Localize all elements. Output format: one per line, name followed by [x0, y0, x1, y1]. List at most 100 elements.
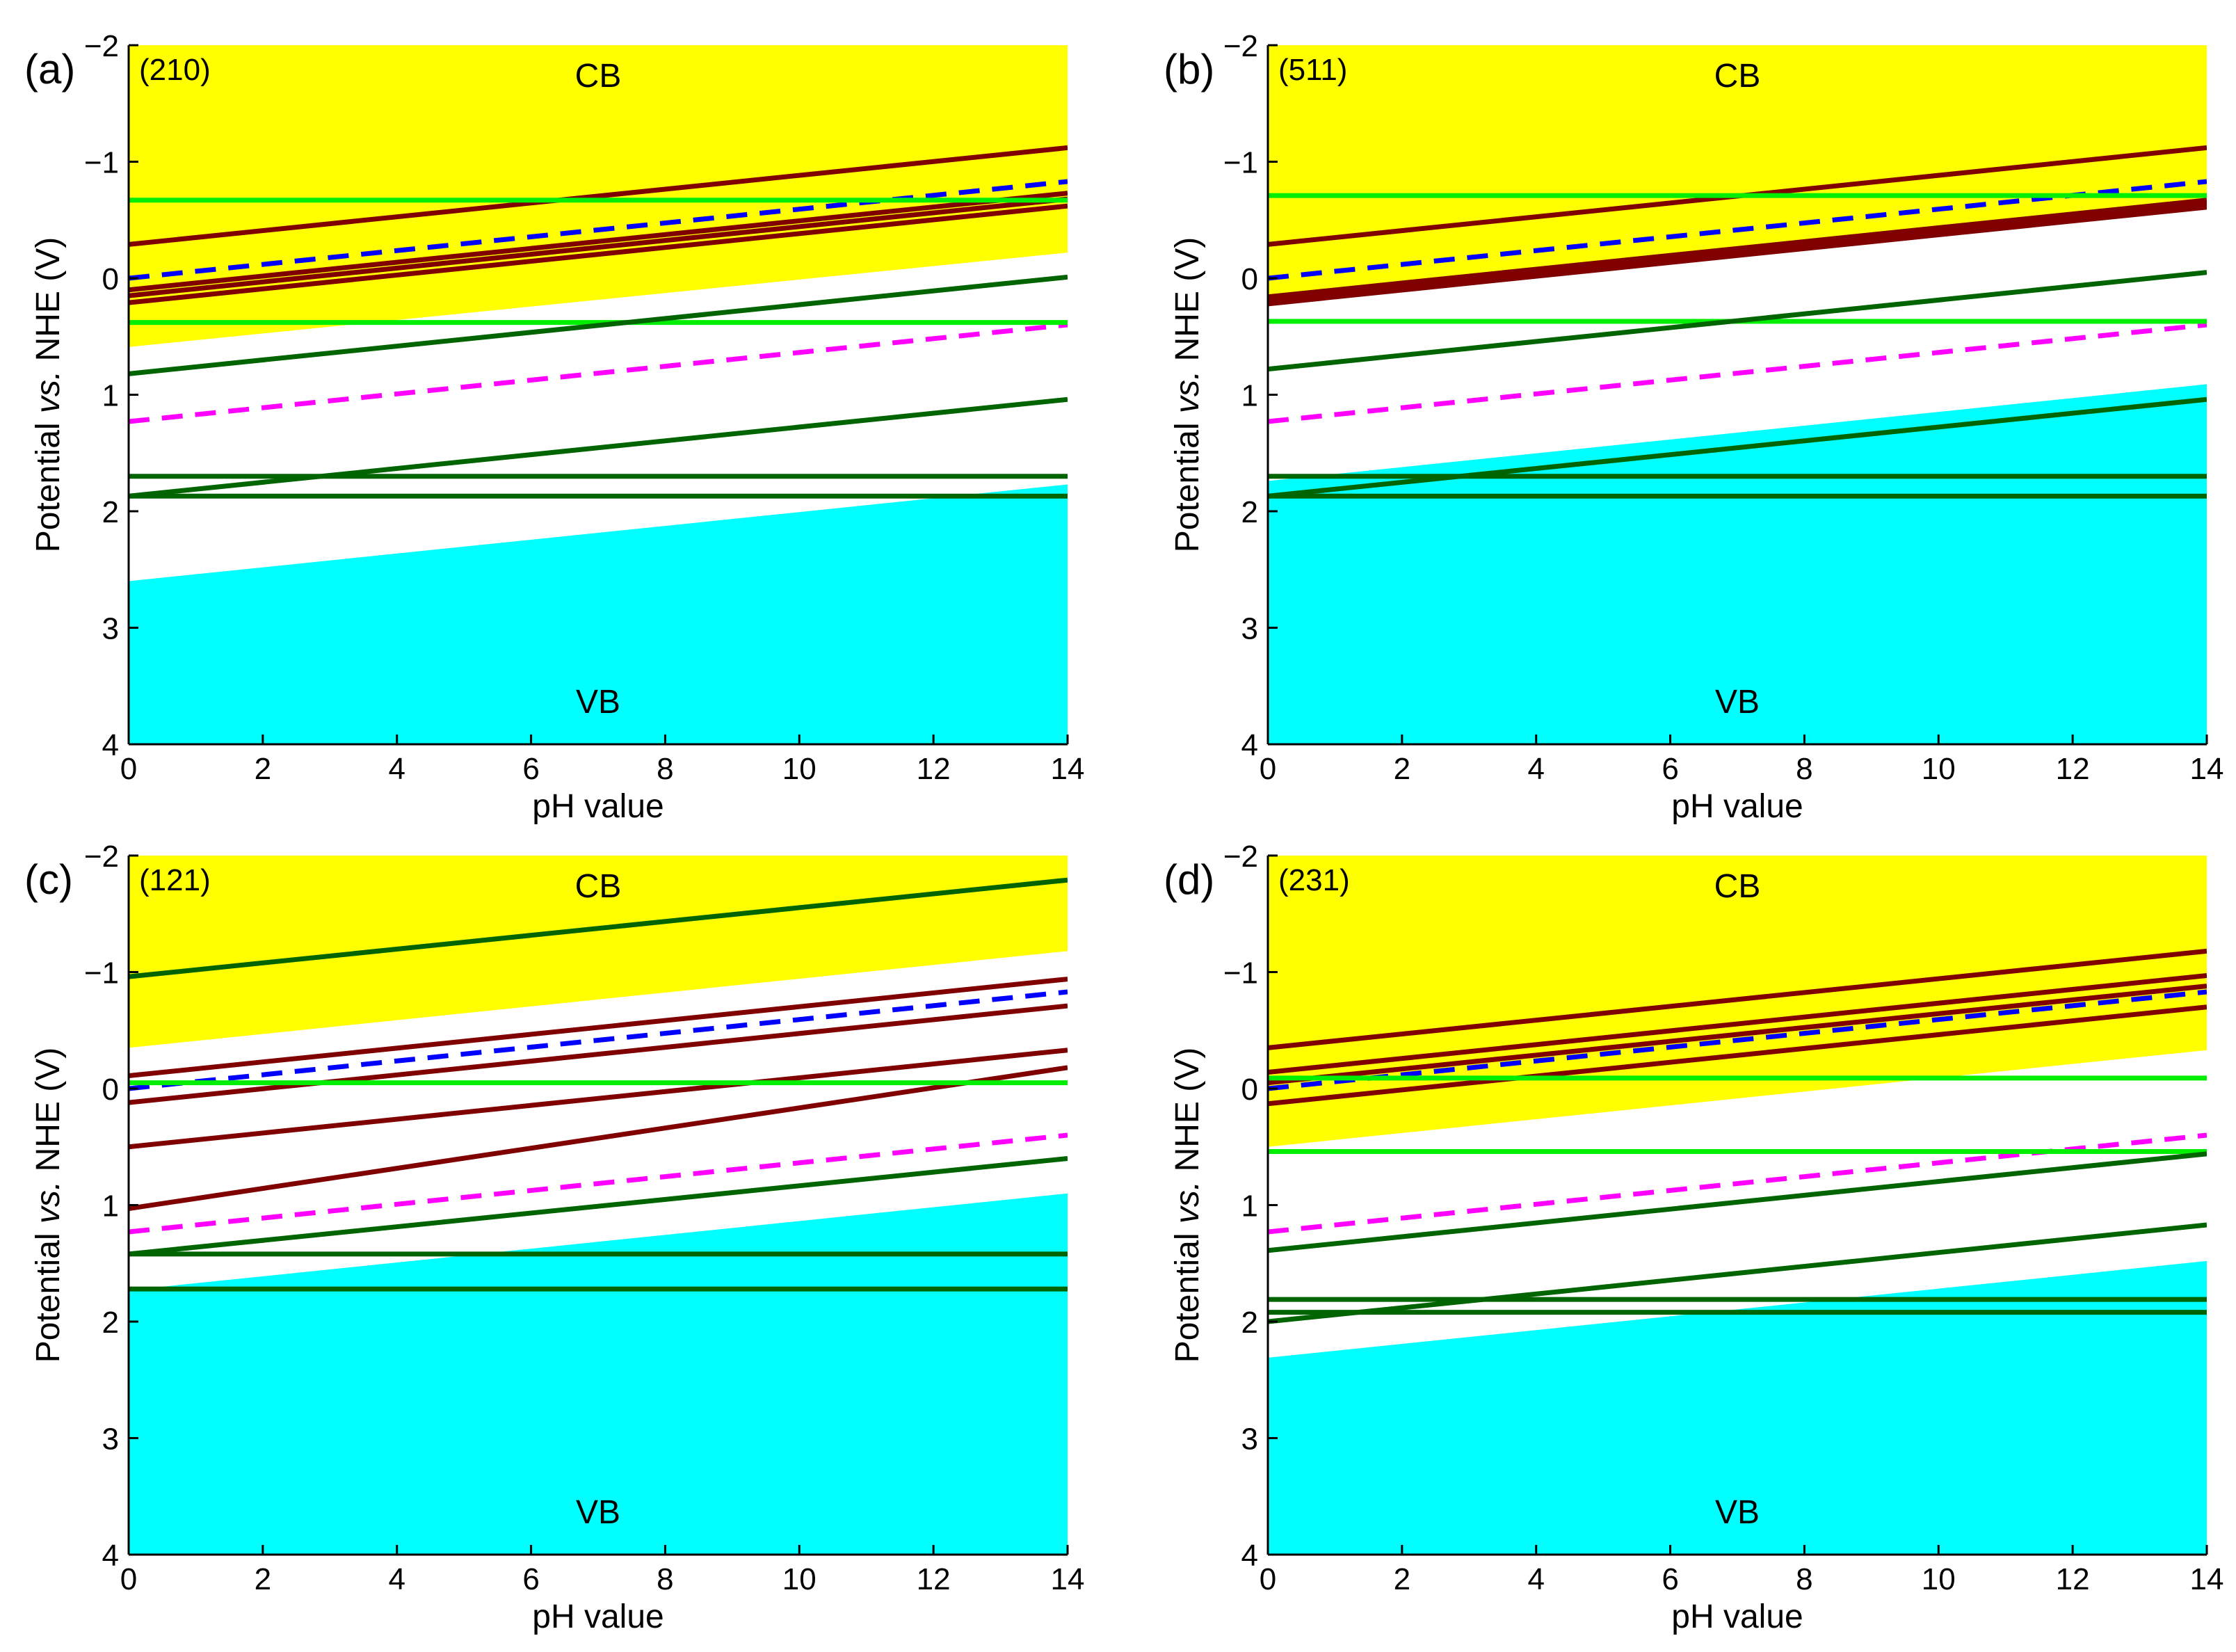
- y-tick-label: 0: [1241, 1073, 1258, 1107]
- x-tick-label: 10: [782, 1562, 817, 1596]
- series-line-ox-1: [1268, 1151, 2207, 1253]
- x-tick-label: 8: [1796, 752, 1812, 786]
- y-tick-label: −1: [84, 146, 119, 180]
- cb-label: CB: [1714, 868, 1761, 905]
- y-tick-label: −1: [84, 956, 119, 991]
- series-line-red-4: [129, 203, 1068, 305]
- x-tick-label: 8: [657, 1562, 673, 1596]
- y-tick-label: −2: [1223, 840, 1258, 874]
- vb-label: VB: [1715, 1494, 1760, 1531]
- x-tick-label: 10: [1922, 1562, 1956, 1596]
- y-tick-label: 3: [1241, 612, 1258, 646]
- y-tick-label: −2: [1223, 29, 1258, 63]
- vb-label: VB: [576, 684, 620, 721]
- x-tick-label: 6: [522, 1562, 539, 1596]
- series-line-ox-2: [1268, 396, 2207, 499]
- y-tick-label: 3: [102, 1422, 119, 1457]
- y-tick-label: 0: [1241, 262, 1258, 296]
- y-tick-label: −1: [1223, 956, 1258, 991]
- series-line-h-h2: [129, 989, 1068, 1091]
- x-tick-label: 12: [917, 1562, 951, 1596]
- x-axis-label: pH value: [1671, 788, 1803, 825]
- cb-region: [1268, 45, 2207, 302]
- x-tick-label: 0: [1260, 1562, 1276, 1596]
- series-line-red-2: [1268, 973, 2207, 1075]
- x-tick-label: 6: [1662, 752, 1678, 786]
- series-line-ox-1: [129, 1156, 1068, 1257]
- series-line-red-2: [129, 191, 1068, 293]
- x-axis-label: pH value: [1671, 1598, 1803, 1635]
- y-tick-label: 2: [102, 1306, 119, 1340]
- x-tick-label: 14: [2190, 752, 2224, 786]
- vb-region: [129, 1193, 1068, 1555]
- series-line-red-4: [1268, 205, 2207, 307]
- y-tick-label: 4: [1241, 728, 1258, 762]
- series-line-red-2: [129, 1003, 1068, 1105]
- x-axis-label: pH value: [532, 788, 663, 825]
- x-tick-label: 12: [2056, 752, 2090, 786]
- y-tick-label: 1: [1241, 379, 1258, 413]
- surface-label: (121): [139, 863, 211, 897]
- x-tick-label: 8: [657, 752, 673, 786]
- x-tick-label: 0: [120, 752, 137, 786]
- panel-label: (b): [1164, 46, 1214, 93]
- panel-label: (d): [1164, 856, 1214, 903]
- series-line-red-4: [129, 1065, 1068, 1211]
- x-tick-label: 12: [2056, 1562, 2090, 1596]
- y-tick-label: 3: [1241, 1422, 1258, 1457]
- y-tick-label: 1: [1241, 1189, 1258, 1224]
- y-tick-label: 2: [102, 495, 119, 529]
- x-tick-label: 2: [255, 1562, 271, 1596]
- x-tick-label: 8: [1796, 1562, 1812, 1596]
- series-line-ox-2: [1268, 1222, 2207, 1324]
- y-tick-label: 1: [102, 379, 119, 413]
- x-tick-label: 6: [1662, 1562, 1678, 1596]
- y-axis-label: Potential vs. NHE (V): [1169, 237, 1206, 552]
- x-tick-label: 10: [1922, 752, 1956, 786]
- x-tick-label: 4: [388, 752, 405, 786]
- series-line-h-h2: [1268, 989, 2207, 1091]
- x-tick-label: 14: [2190, 1562, 2224, 1596]
- panel-label: (c): [24, 856, 73, 903]
- surface-label: (231): [1278, 863, 1350, 897]
- y-tick-label: −2: [84, 840, 119, 874]
- series-line-ox-1: [129, 274, 1068, 376]
- vb-label: VB: [576, 1494, 620, 1531]
- y-tick-label: −1: [1223, 146, 1258, 180]
- series-line-red-1: [129, 977, 1068, 1079]
- series-line-o2-h2o: [129, 1132, 1068, 1235]
- vb-label: VB: [1715, 684, 1760, 721]
- x-tick-label: 4: [1527, 752, 1544, 786]
- cb-label: CB: [575, 58, 622, 95]
- series-line-red-1: [1268, 948, 2207, 1050]
- series-line-red-1: [129, 145, 1068, 247]
- series-line-ox-2: [129, 396, 1068, 499]
- y-tick-label: 0: [102, 262, 119, 296]
- x-tick-label: 10: [782, 752, 817, 786]
- series-line-ox-1: [1268, 270, 2207, 372]
- y-tick-label: −2: [84, 29, 119, 63]
- series-line-red-3: [1268, 201, 2207, 303]
- y-tick-label: 4: [102, 728, 119, 762]
- x-tick-label: 4: [1527, 1562, 1544, 1596]
- x-tick-label: 2: [1394, 752, 1410, 786]
- y-axis-label: Potential vs. NHE (V): [30, 1048, 67, 1363]
- y-axis-label: Potential vs. NHE (V): [1169, 1048, 1206, 1363]
- y-tick-label: 1: [102, 1189, 119, 1224]
- y-tick-label: 2: [1241, 1306, 1258, 1340]
- y-tick-label: 2: [1241, 495, 1258, 529]
- x-tick-label: 2: [255, 752, 271, 786]
- y-tick-label: 4: [102, 1539, 119, 1573]
- y-axis-label: Potential vs. NHE (V): [30, 237, 67, 552]
- series-line-red-3: [129, 196, 1068, 298]
- x-axis-label: pH value: [532, 1598, 663, 1635]
- x-tick-label: 0: [1260, 752, 1276, 786]
- surface-label: (511): [1278, 53, 1347, 87]
- series-line-cb-line: [129, 877, 1068, 979]
- x-tick-label: 6: [522, 752, 539, 786]
